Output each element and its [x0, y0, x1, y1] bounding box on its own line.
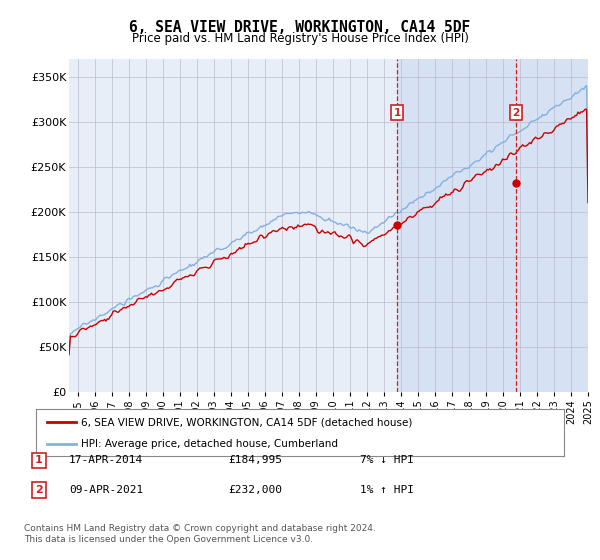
Text: 09-APR-2021: 09-APR-2021 — [69, 485, 143, 495]
Text: 7% ↓ HPI: 7% ↓ HPI — [360, 455, 414, 465]
Text: Price paid vs. HM Land Registry's House Price Index (HPI): Price paid vs. HM Land Registry's House … — [131, 32, 469, 45]
Text: 1: 1 — [394, 108, 401, 118]
Text: £184,995: £184,995 — [228, 455, 282, 465]
Text: Contains HM Land Registry data © Crown copyright and database right 2024.: Contains HM Land Registry data © Crown c… — [24, 524, 376, 533]
Text: 6, SEA VIEW DRIVE, WORKINGTON, CA14 5DF (detached house): 6, SEA VIEW DRIVE, WORKINGTON, CA14 5DF … — [81, 417, 412, 427]
Bar — [397, 59, 588, 392]
Text: 17-APR-2014: 17-APR-2014 — [69, 455, 143, 465]
Text: £232,000: £232,000 — [228, 485, 282, 495]
Text: This data is licensed under the Open Government Licence v3.0.: This data is licensed under the Open Gov… — [24, 535, 313, 544]
Text: 6, SEA VIEW DRIVE, WORKINGTON, CA14 5DF: 6, SEA VIEW DRIVE, WORKINGTON, CA14 5DF — [130, 20, 470, 35]
Text: 1: 1 — [35, 455, 43, 465]
Text: 1% ↑ HPI: 1% ↑ HPI — [360, 485, 414, 495]
Text: 2: 2 — [35, 485, 43, 495]
Text: 2: 2 — [512, 108, 520, 118]
Text: HPI: Average price, detached house, Cumberland: HPI: Average price, detached house, Cumb… — [81, 439, 338, 449]
